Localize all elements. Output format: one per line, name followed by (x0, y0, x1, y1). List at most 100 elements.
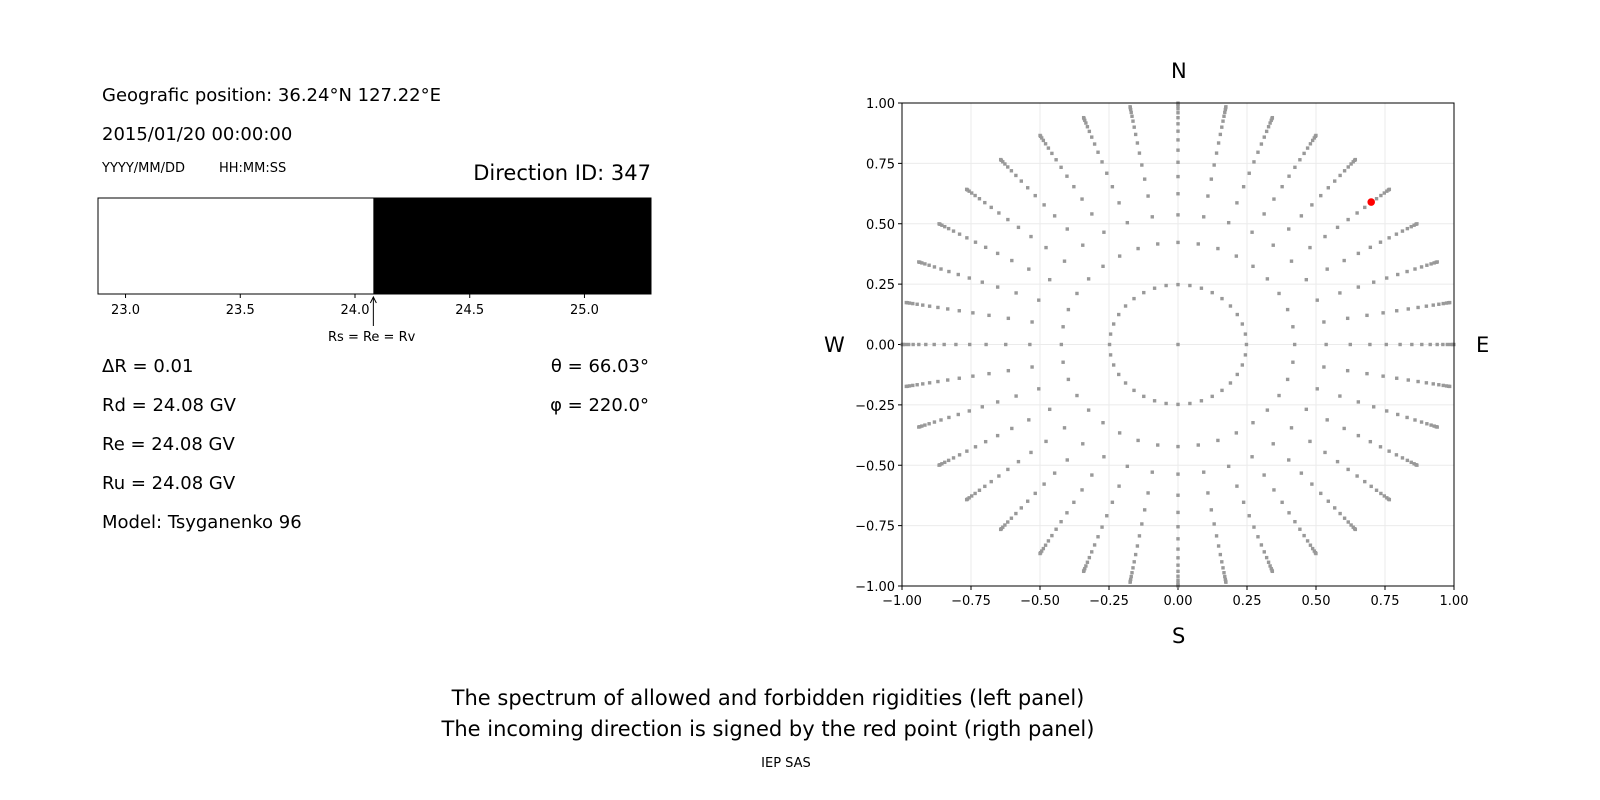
direction-point (973, 491, 977, 496)
direction-point (1176, 510, 1180, 515)
direction-point (1176, 472, 1180, 476)
direction-point (1264, 129, 1269, 134)
direction-point (1080, 488, 1084, 492)
direction-point (1240, 322, 1245, 326)
direction-point (983, 245, 988, 250)
direction-point (956, 272, 960, 277)
direction-point (1083, 118, 1087, 123)
direction-point (1176, 342, 1180, 347)
direction-point (1342, 516, 1347, 520)
direction-point (1090, 473, 1094, 477)
direction-point (1424, 304, 1429, 308)
direction-point (1110, 185, 1115, 189)
direction-point (1396, 412, 1400, 417)
direction-point (1310, 138, 1315, 143)
direction-point (1310, 546, 1315, 551)
direction-point (965, 449, 969, 453)
direction-point (1441, 383, 1445, 388)
direction-point (1117, 372, 1121, 377)
direction-point (1123, 381, 1128, 385)
direction-point (1038, 133, 1042, 138)
direction-point (1019, 506, 1023, 510)
direction-point (1111, 363, 1116, 367)
direction-point (1241, 185, 1246, 189)
direction-point (1251, 264, 1255, 269)
direction-point (1374, 488, 1379, 492)
direction-point (1372, 405, 1376, 409)
cutoff-arrow-head (369, 295, 377, 304)
direction-point (1046, 539, 1051, 543)
direction-point (1131, 566, 1135, 570)
direction-point (1374, 197, 1379, 201)
direction-point (1196, 242, 1200, 246)
direction-point (1221, 119, 1225, 123)
direction-point (1412, 223, 1416, 227)
direction-point (1323, 450, 1327, 455)
direction-point (1209, 177, 1214, 181)
direction-point (969, 494, 974, 498)
direction-point (1132, 388, 1136, 393)
direction-point (1226, 220, 1231, 225)
direction-point (1042, 203, 1046, 207)
direction-point (1006, 165, 1010, 169)
direction-point (1448, 342, 1453, 347)
direction-point (1090, 135, 1094, 139)
direction-point (1083, 566, 1087, 571)
direction-point (1384, 342, 1388, 347)
direction-point (1092, 543, 1097, 547)
direction-point (967, 276, 971, 280)
south-label: S (1172, 624, 1186, 648)
direction-point (1117, 484, 1121, 488)
direction-point (1270, 115, 1275, 120)
direction-point (1387, 236, 1391, 240)
direction-point (1365, 313, 1369, 318)
direction-point (1382, 191, 1387, 195)
direction-point (923, 262, 927, 266)
direction-point (957, 376, 961, 380)
direction-point (1415, 222, 1419, 226)
direction-point (1413, 418, 1417, 422)
direction-point (1252, 160, 1256, 164)
direction-point (1016, 459, 1021, 464)
direction-point (924, 342, 928, 347)
direction-point (1212, 163, 1216, 167)
direction-point (1387, 449, 1391, 453)
caption-line-2: The incoming direction is signed by the … (441, 717, 1095, 741)
direction-point (1214, 534, 1219, 538)
direction-point (1010, 258, 1014, 263)
direction-point (1243, 332, 1248, 336)
direction-point (1285, 307, 1290, 312)
ru-value: Ru = 24.08 GV (102, 473, 236, 494)
direction-point (1277, 291, 1281, 296)
direction-point (1212, 522, 1216, 526)
direction-point (1323, 234, 1327, 239)
direction-point (1381, 374, 1385, 378)
direction-point (1445, 342, 1450, 347)
direction-point (1395, 376, 1399, 380)
direction-point (1338, 511, 1342, 516)
direction-point (1234, 431, 1239, 435)
direction-point (1356, 433, 1361, 438)
direction-point (1325, 267, 1329, 271)
direction-point (1405, 415, 1409, 420)
direction-point (1176, 547, 1180, 551)
direction-point (1025, 186, 1030, 190)
direction-point (1413, 267, 1417, 271)
direction-point (1220, 388, 1224, 393)
direction-point (943, 460, 947, 465)
direction-point (1102, 230, 1106, 234)
rigidity-spectrum-chart: 23.0 23.5 24.0 24.5 25.0 (97, 197, 652, 326)
direction-point (1176, 569, 1180, 573)
direction-point (1054, 158, 1058, 162)
direction-point (1142, 290, 1146, 295)
direction-point (1326, 186, 1331, 190)
direction-point (911, 342, 915, 347)
direction-point (1280, 500, 1284, 505)
x-tick-label: 0.25 (1233, 594, 1262, 609)
direction-point (1385, 276, 1389, 280)
direction-point (1299, 471, 1304, 475)
direction-point (1400, 229, 1405, 233)
direction-point (1006, 368, 1011, 373)
direction-point (1218, 132, 1223, 137)
direction-point (946, 226, 951, 231)
